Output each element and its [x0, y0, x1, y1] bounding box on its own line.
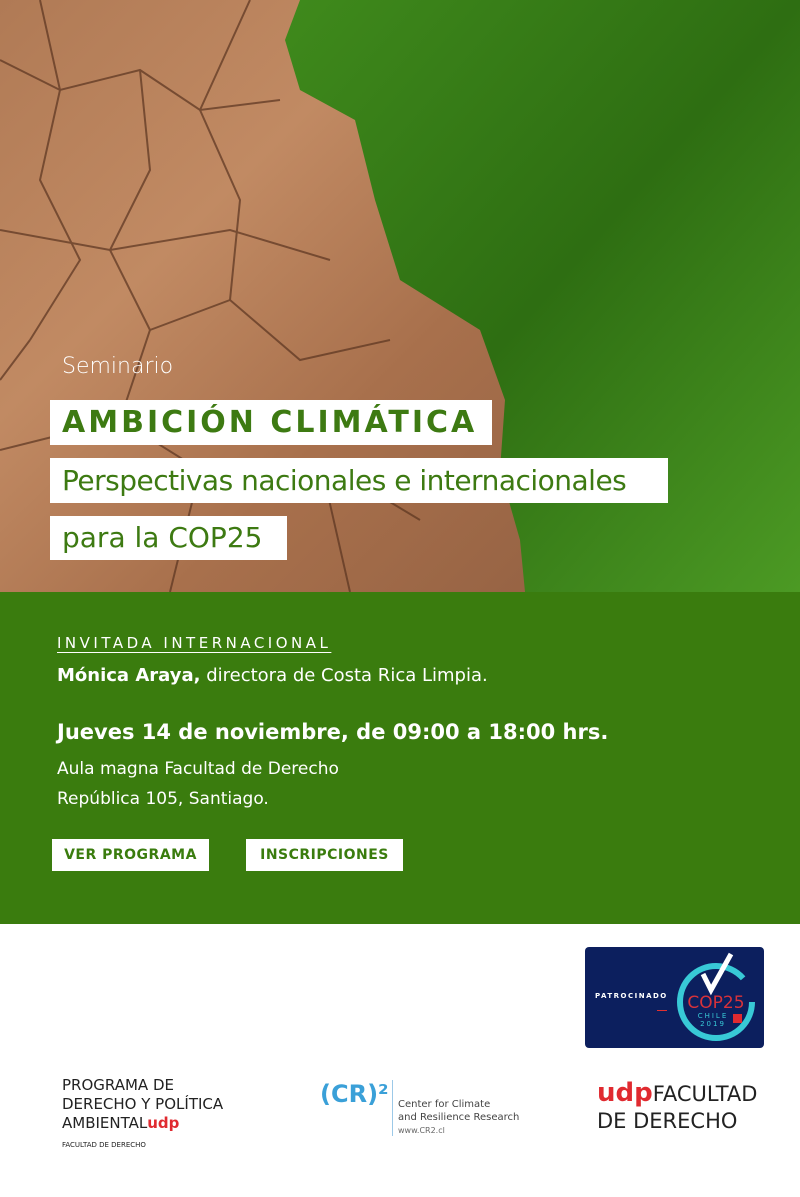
sponsor-label: PATROCINADO [595, 992, 668, 1000]
event-title: AMBICIÓN CLIMÁTICA [50, 400, 492, 445]
program-logo-line2: DERECHO Y POLÍTICA [62, 1095, 224, 1113]
udp-mark: udp [597, 1078, 653, 1108]
hero-image: Seminario AMBICIÓN CLIMÁTICA Perspectiva… [0, 0, 800, 592]
cr2-mark: (CR)² [320, 1080, 389, 1108]
view-program-button[interactable]: VER PROGRAMA [52, 839, 209, 871]
cop25-country: CHILE [698, 1012, 729, 1020]
register-button[interactable]: INSCRIPCIONES [246, 839, 403, 871]
program-logo-line3: AMBIENTAL [62, 1114, 148, 1132]
event-date: Jueves 14 de noviembre, de 09:00 a 18:00… [57, 720, 609, 744]
event-details: INVITADA INTERNACIONAL Mónica Araya, dir… [0, 592, 800, 924]
cop25-sponsor-badge: PATROCINADO COP25 CHILE 2019 [585, 947, 764, 1048]
divider [392, 1080, 393, 1136]
cr2-url: www.CR2.cl [398, 1126, 445, 1135]
program-logo-line1: PROGRAMA DE [62, 1076, 174, 1094]
event-address: República 105, Santiago. [57, 789, 269, 809]
program-logo-sub: FACULTAD DE DERECHO [62, 1141, 146, 1149]
guest-role: directora de Costa Rica Limpia. [200, 665, 488, 686]
faculty-line2: DE DERECHO [597, 1109, 738, 1133]
event-subtitle-line1: Perspectivas nacionales e internacionale… [50, 458, 668, 503]
faculty-logo: udpFACULTAD DE DERECHO [597, 1080, 757, 1135]
udp-mark: udp [147, 1114, 180, 1132]
cr2-line2: and Resilience Research [398, 1112, 520, 1123]
event-venue: Aula magna Facultad de Derecho [57, 759, 339, 779]
event-subtitle-line2: para la COP25 [50, 516, 287, 560]
guest-label: INVITADA INTERNACIONAL [57, 634, 332, 652]
guest-name: Mónica Araya, [57, 665, 201, 686]
guest-info: Mónica Araya, directora de Costa Rica Li… [57, 665, 488, 686]
faculty-line1: FACULTAD [652, 1082, 758, 1106]
divider [657, 1010, 667, 1011]
cop25-logo: COP25 CHILE 2019 [677, 952, 755, 1041]
program-logo: PROGRAMA DE DERECHO Y POLÍTICA AMBIENTAL… [62, 1076, 223, 1155]
dry-earth-grass-image [0, 0, 800, 592]
event-kicker: Seminario [62, 354, 174, 379]
cr2-line1: Center for Climate [398, 1099, 491, 1110]
cop25-text: COP25 [687, 993, 744, 1013]
cop25-year: 2019 [700, 1020, 726, 1028]
